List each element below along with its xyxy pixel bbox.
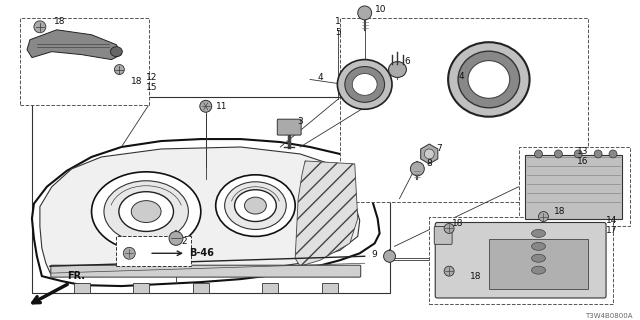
Text: 1: 1 — [335, 17, 340, 26]
Ellipse shape — [111, 47, 122, 57]
Ellipse shape — [216, 175, 295, 236]
FancyBboxPatch shape — [434, 227, 452, 244]
Bar — [429, 217, 613, 304]
Ellipse shape — [225, 182, 286, 229]
Ellipse shape — [532, 229, 545, 237]
Ellipse shape — [235, 190, 276, 221]
Polygon shape — [32, 139, 380, 286]
Circle shape — [34, 21, 46, 33]
Text: T3W4B0800A: T3W4B0800A — [586, 313, 633, 319]
Text: 4: 4 — [318, 73, 324, 82]
FancyBboxPatch shape — [525, 155, 622, 219]
Bar — [193, 283, 209, 293]
Text: 18: 18 — [452, 219, 463, 228]
Text: 7: 7 — [436, 145, 442, 154]
Text: 16: 16 — [577, 157, 588, 166]
Circle shape — [124, 247, 135, 259]
FancyBboxPatch shape — [51, 265, 361, 277]
Circle shape — [444, 266, 454, 276]
Text: 18: 18 — [554, 207, 566, 216]
Text: B-46: B-46 — [189, 248, 214, 258]
Ellipse shape — [104, 181, 188, 242]
Circle shape — [574, 150, 582, 158]
Ellipse shape — [119, 192, 173, 231]
Bar — [322, 283, 338, 293]
Bar — [340, 18, 588, 202]
Ellipse shape — [532, 254, 545, 262]
Polygon shape — [295, 161, 358, 266]
Text: 5: 5 — [335, 28, 340, 37]
Text: 3: 3 — [297, 117, 303, 126]
Text: 18: 18 — [54, 17, 65, 26]
Ellipse shape — [532, 266, 545, 274]
FancyBboxPatch shape — [489, 239, 588, 289]
Circle shape — [383, 250, 396, 262]
Circle shape — [424, 149, 434, 159]
Bar — [133, 283, 149, 293]
Ellipse shape — [468, 60, 509, 98]
Bar — [262, 283, 278, 293]
Text: FR.: FR. — [67, 271, 84, 281]
Circle shape — [594, 150, 602, 158]
Text: 15: 15 — [146, 83, 157, 92]
Circle shape — [115, 65, 124, 75]
Text: 12: 12 — [146, 73, 157, 82]
Text: 18: 18 — [131, 77, 143, 86]
Text: 4: 4 — [459, 72, 465, 81]
Circle shape — [538, 212, 548, 221]
Ellipse shape — [244, 197, 266, 214]
Ellipse shape — [92, 172, 201, 251]
Text: 14: 14 — [606, 216, 618, 225]
Circle shape — [358, 6, 372, 20]
Polygon shape — [27, 30, 122, 60]
Ellipse shape — [131, 201, 161, 222]
Text: 11: 11 — [216, 102, 227, 111]
Text: 2: 2 — [181, 237, 187, 246]
Text: 6: 6 — [404, 57, 410, 66]
Text: 9: 9 — [372, 250, 378, 259]
Circle shape — [534, 150, 543, 158]
Ellipse shape — [532, 242, 545, 250]
Bar — [74, 283, 90, 293]
Text: 17: 17 — [606, 226, 618, 235]
Text: 18: 18 — [470, 272, 482, 281]
Text: 13: 13 — [577, 148, 588, 156]
Bar — [32, 97, 390, 293]
Bar — [20, 18, 149, 105]
Text: 8: 8 — [426, 159, 432, 168]
Ellipse shape — [448, 42, 529, 117]
Circle shape — [444, 223, 454, 233]
Circle shape — [554, 150, 563, 158]
Text: 10: 10 — [374, 5, 386, 14]
Bar — [116, 236, 191, 266]
FancyBboxPatch shape — [435, 222, 606, 298]
Ellipse shape — [388, 61, 406, 77]
Circle shape — [410, 162, 424, 176]
Ellipse shape — [458, 51, 520, 108]
Ellipse shape — [337, 60, 392, 109]
Circle shape — [169, 231, 183, 245]
Polygon shape — [40, 147, 360, 276]
FancyBboxPatch shape — [277, 119, 301, 135]
Circle shape — [200, 100, 212, 112]
Ellipse shape — [345, 67, 385, 102]
Bar — [518, 147, 630, 227]
Circle shape — [609, 150, 617, 158]
Ellipse shape — [352, 74, 377, 95]
